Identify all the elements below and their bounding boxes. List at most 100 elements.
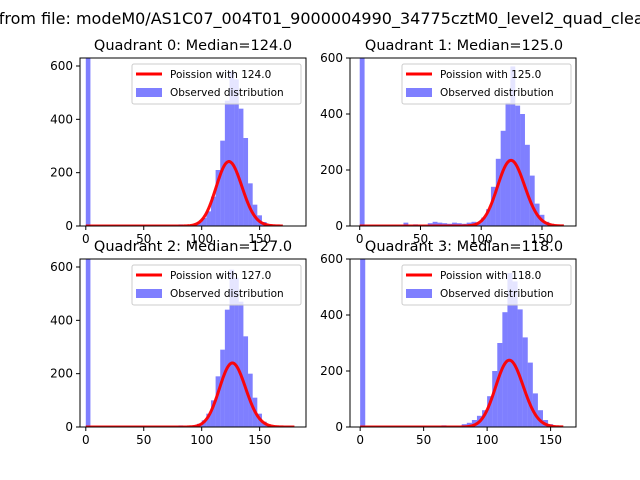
y-tick-label: 600 [320, 51, 343, 65]
x-tick-label: 150 [539, 433, 562, 447]
histogram-bar [510, 66, 516, 226]
axes-frame [349, 57, 577, 227]
histogram-bar [215, 170, 221, 226]
x-tick-label: 100 [190, 232, 213, 246]
x-tick-label: 50 [136, 433, 151, 447]
histogram-bar [85, 259, 91, 427]
histogram-bar [206, 413, 211, 427]
axes-frame [349, 258, 577, 428]
legend: Poission with 118.0 Observed distributio… [401, 264, 572, 306]
histogram-bar [497, 343, 503, 427]
legend-label-observed: Observed distribution [170, 87, 284, 99]
x-tick-label: 50 [413, 232, 428, 246]
histogram-bar [229, 71, 235, 226]
legend-label-poisson: Poission with 125.0 [440, 69, 541, 81]
y-tick-label: 200 [50, 166, 73, 180]
panel-quadrant-3: Quadrant 3: Median=118.0 0 50 100 150 0 200 40… [320, 239, 577, 447]
y-tick-label: 0 [335, 219, 343, 233]
histogram-bar [452, 222, 457, 226]
histogram-bar [215, 376, 221, 427]
histogram-bar [220, 140, 225, 226]
histogram-bar [248, 183, 253, 226]
histogram-bar [495, 158, 501, 226]
histogram-bar [492, 371, 498, 427]
histogram-bar [243, 336, 249, 427]
plot-area [359, 58, 565, 226]
figure-suptitle: Data from file: modeM0/AS1C07_004T01_900… [0, 9, 640, 29]
histogram-bar [85, 58, 91, 226]
x-tick-label: 150 [248, 232, 271, 246]
histogram-bar [238, 108, 244, 226]
y-tick-label: 200 [320, 163, 343, 177]
histogram-bar [524, 144, 530, 226]
histogram-bar [490, 186, 496, 226]
histogram-bar [432, 221, 438, 226]
y-tick-label: 400 [50, 112, 73, 126]
legend-hist-swatch [136, 289, 162, 298]
axes-frame [79, 258, 307, 428]
legend-hist-swatch [406, 289, 432, 298]
histogram-bar [487, 396, 493, 427]
x-tick-label: 50 [136, 232, 151, 246]
panel-quadrant-0: Quadrant 0: Median=124.0 0 50 100 150 0 200 40… [50, 38, 307, 246]
histogram-bar [520, 114, 525, 226]
histogram-bar [234, 79, 239, 226]
histogram-bar [210, 196, 216, 226]
axes-frame [79, 57, 307, 227]
legend: Poission with 125.0 Observed distributio… [401, 63, 572, 105]
y-tick-label: 0 [65, 420, 73, 434]
panel-title: Quadrant 1: Median=125.0 [365, 38, 563, 54]
histogram-bar [210, 400, 216, 427]
x-tick-label: 0 [82, 232, 90, 246]
poisson-curve [85, 160, 284, 226]
histogram-bar [522, 337, 528, 427]
histogram-bar [512, 281, 518, 427]
panel-title: Quadrant 3: Median=118.0 [365, 239, 563, 255]
y-tick-label: 200 [320, 364, 343, 378]
histogram-bar [359, 58, 365, 226]
panel-quadrant-2: Quadrant 2: Median=127.0 0 50 100 150 0 200 40… [50, 239, 307, 447]
y-tick-label: 400 [320, 308, 343, 322]
legend-label-observed: Observed distribution [170, 288, 284, 300]
y-tick-label: 0 [335, 420, 343, 434]
histogram-bar [220, 349, 225, 427]
histogram-bar [502, 312, 508, 427]
legend-box [131, 63, 302, 105]
histogram-bar [360, 259, 366, 427]
histogram-bar [476, 223, 482, 226]
panel-title: Quadrant 0: Median=124.0 [94, 38, 292, 54]
histogram-bar [403, 222, 409, 226]
legend-label-poisson: Poission with 118.0 [440, 270, 541, 282]
x-tick-label: 0 [356, 232, 364, 246]
legend: Poission with 127.0 Observed distributio… [131, 264, 302, 306]
x-tick-label: 150 [531, 232, 554, 246]
histogram-bar [481, 217, 487, 226]
x-tick-label: 100 [470, 232, 493, 246]
y-tick-label: 600 [50, 260, 73, 274]
y-tick-label: 0 [65, 219, 73, 233]
legend-label-poisson: Poission with 124.0 [170, 69, 271, 81]
legend-label-poisson: Poission with 127.0 [170, 270, 271, 282]
histogram-bar [517, 309, 523, 427]
histogram-bar [500, 130, 506, 226]
y-tick-label: 600 [320, 252, 343, 266]
histogram-bar [229, 269, 235, 427]
histogram-bar [437, 222, 443, 226]
legend-label-observed: Observed distribution [440, 87, 554, 99]
histogram-bar [507, 273, 513, 427]
histogram-bar [206, 211, 211, 226]
panel-quadrant-1: Quadrant 1: Median=125.0 0 50 100 150 0 200 40… [320, 38, 577, 246]
histogram-bar [482, 410, 488, 427]
histogram-bar [527, 362, 533, 427]
x-tick-label: 100 [476, 433, 499, 447]
histogram-bar [238, 301, 244, 427]
legend-label-observed: Observed distribution [440, 288, 554, 300]
poisson-curve [85, 361, 295, 427]
y-tick-label: 400 [50, 313, 73, 327]
histogram-bar [532, 393, 538, 427]
y-tick-label: 600 [50, 59, 73, 73]
y-tick-label: 400 [320, 107, 343, 121]
legend-hist-swatch [406, 88, 432, 97]
x-tick-label: 100 [190, 433, 213, 447]
